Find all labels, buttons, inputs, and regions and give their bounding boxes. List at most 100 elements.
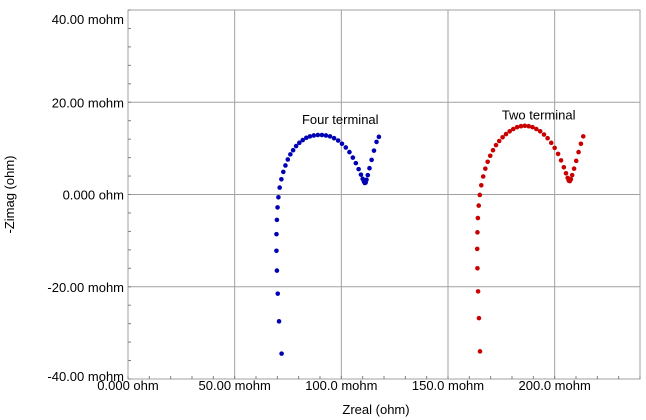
data-point [569,172,575,178]
x-tick-label: 100.0 mohm [305,378,377,393]
data-point [500,135,505,140]
x-tick-label: 200.0 mohm [519,378,591,393]
data-point [281,169,286,175]
data-point [522,123,528,129]
data-point [288,152,293,157]
data-point [304,135,309,141]
series-annotation: Two terminal [502,107,576,122]
data-point [475,266,480,271]
data-point [580,134,586,139]
data-point [475,289,481,294]
x-tick-label: 0.000 ohm [97,378,158,393]
data-point [487,153,493,159]
data-point [275,291,281,296]
data-point [475,215,481,221]
data-point [327,134,333,139]
data-point [279,176,284,182]
data-point [274,248,279,254]
data-point [478,182,484,188]
data-point [339,141,345,147]
x-tick-label: 50.00 mohm [199,378,271,393]
y-tick-label: -40.00 mohm [47,369,124,384]
y-tick-label: 20.00 mohm [52,95,124,110]
y-tick-label: 0.000 ohm [63,188,124,203]
data-point [548,140,554,146]
data-point [276,319,282,324]
data-point [496,138,502,144]
data-point [275,205,280,210]
annotations: Four terminal Two terminal [302,107,576,127]
data-point [356,166,361,172]
data-point [518,123,524,129]
data-point [475,230,480,235]
data-point [568,176,574,182]
data-point [364,177,369,183]
data-point [319,132,325,138]
data-point [507,129,512,134]
data-point [530,124,535,130]
data-point [274,217,280,223]
data-point [350,155,356,160]
series-annotation: Four terminal [302,112,379,127]
data-point [283,163,288,168]
data-point [555,151,561,157]
data-point [573,158,579,164]
x-axis-minor-ticks [127,376,641,379]
series-layer [274,123,586,356]
data-point [552,145,557,151]
data-point [480,174,486,179]
y-axis-title: -Zimag (ohm) [2,155,17,233]
data-point [534,126,539,132]
data-point [347,149,352,155]
data-point [331,135,337,141]
data-point [578,141,584,147]
data-point [307,134,313,139]
y-tick-label: 40.00 mohm [52,12,124,27]
data-point [276,194,281,200]
data-point [476,203,482,208]
data-point [376,134,382,140]
data-point [541,132,547,137]
y-axis-minor-ticks [128,9,131,380]
data-point [483,166,488,171]
data-point [503,131,509,137]
data-point [353,160,359,166]
data-point [297,140,302,146]
data-point [510,126,516,132]
data-point [477,192,483,198]
data-point [335,138,341,143]
data-point [526,123,531,129]
y-tick-label: -20.00 mohm [47,280,124,295]
data-point [476,315,482,321]
data-point [367,165,372,171]
data-point [485,159,490,165]
data-point [315,132,321,138]
grid-lines [128,10,640,379]
data-point [369,157,374,163]
data-point [537,129,543,134]
data-point [563,170,569,176]
data-point [477,349,483,354]
data-point [358,172,364,177]
data-point [576,149,581,155]
data-point [371,148,377,153]
data-point [290,147,296,153]
series-2 [474,123,586,354]
data-point [279,351,284,356]
x-axis-title: Zreal (ohm) [342,402,409,417]
data-point [474,246,480,252]
data-point [343,145,349,150]
data-point [514,124,520,130]
data-point [274,268,280,273]
series-1 [274,132,382,356]
y-axis-tick-labels: 40.00 mohm 20.00 mohm 0.000 ohm -20.00 mohm… [47,12,124,384]
x-tick-label: 150.0 mohm [412,378,484,393]
data-point [311,133,317,138]
data-point [545,135,550,141]
data-point [300,137,306,143]
data-point [571,166,577,171]
data-point [561,164,567,170]
data-point [490,147,496,153]
